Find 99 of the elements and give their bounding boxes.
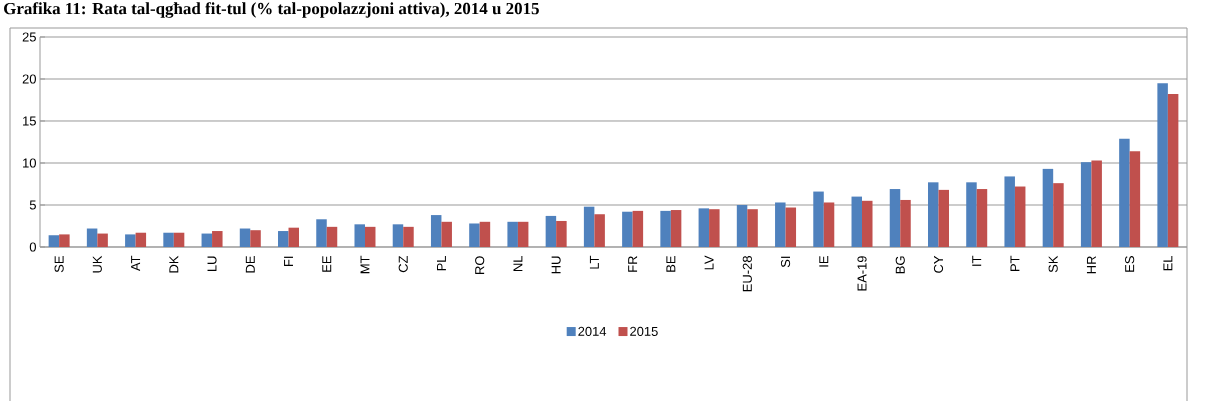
bar	[736, 205, 748, 247]
bar	[813, 191, 824, 247]
bar	[1119, 138, 1130, 247]
x-tick-label: BG	[895, 256, 905, 274]
y-tick-label: 20	[22, 74, 36, 84]
y-tick-label: 5	[29, 200, 36, 210]
bar	[212, 231, 223, 247]
bar	[851, 196, 863, 247]
x-tick-label: RO	[475, 256, 485, 274]
bar	[163, 232, 174, 247]
bar	[316, 219, 327, 247]
x-tick-label: HR	[1086, 256, 1096, 274]
bar	[392, 224, 404, 247]
bar	[278, 231, 289, 247]
x-tick-label: HU	[551, 256, 561, 274]
bar	[1167, 94, 1179, 247]
x-tick-label: IT	[972, 255, 982, 266]
bar	[97, 233, 108, 247]
x-tick-label: MT	[360, 255, 370, 274]
chart-title: Grafika 11: Rata tal-qgħad fit-tul (% tal-popolazzjoni attiva), 2014 u 2015	[4, 2, 539, 18]
bar	[1129, 151, 1141, 247]
bar	[900, 199, 911, 247]
bar	[507, 221, 518, 247]
x-tick-label: EA-19	[857, 256, 867, 291]
bar	[135, 232, 147, 247]
x-tick-label: EE	[322, 256, 332, 272]
bar	[927, 182, 939, 247]
bar	[709, 209, 720, 247]
bar	[469, 223, 480, 247]
bar	[622, 211, 633, 247]
bar	[441, 221, 452, 247]
bar	[1004, 176, 1015, 247]
x-tick-label: BE	[666, 256, 676, 272]
bar	[250, 230, 261, 247]
y-tick-label: 15	[23, 116, 36, 126]
x-tick-label: LU	[207, 256, 217, 272]
x-tick-label: AT	[131, 255, 141, 272]
y-tick-label: 10	[23, 158, 36, 168]
x-tick-label: EU-28	[742, 256, 752, 292]
x-tick-label: UK	[92, 255, 102, 273]
bar	[1080, 162, 1092, 247]
bar	[747, 209, 758, 247]
bar	[698, 208, 710, 247]
bar	[670, 210, 682, 247]
bar	[966, 182, 977, 247]
x-tick-label: IE	[819, 256, 829, 267]
y-tick-label: 0	[29, 242, 36, 252]
bar	[364, 226, 376, 247]
x-tick-label: PL	[437, 255, 446, 271]
x-tick-label: FI	[284, 256, 293, 266]
bar	[938, 189, 949, 247]
bar	[59, 234, 70, 247]
x-tick-label: SE	[54, 256, 64, 273]
x-tick-label: CY	[933, 255, 944, 273]
x-tick-label: SK	[1048, 255, 1058, 273]
legend-label: 2015	[630, 326, 658, 336]
x-tick-label: EL	[1163, 255, 1173, 271]
x-tick-label: LT	[589, 255, 599, 269]
bar	[1042, 168, 1054, 247]
x-tick-label: LV	[704, 255, 714, 270]
bar	[48, 235, 60, 247]
bar	[288, 227, 300, 247]
bar	[976, 189, 988, 247]
x-tick-label: NL	[513, 255, 523, 272]
bar	[173, 232, 185, 247]
y-tick-label: 25	[22, 32, 36, 42]
bar	[823, 202, 835, 247]
bar	[326, 226, 338, 247]
x-tick-label: SI	[780, 256, 791, 268]
bar	[517, 221, 529, 247]
bar	[86, 228, 98, 247]
bar	[479, 221, 491, 247]
bar	[545, 215, 557, 247]
bar	[430, 215, 442, 247]
bar	[354, 224, 365, 247]
x-tick-label: ES	[1125, 256, 1135, 272]
legend-label: 2014	[578, 326, 607, 336]
bar	[583, 206, 595, 247]
bar	[775, 202, 786, 247]
bar	[1157, 83, 1168, 247]
bar	[125, 234, 136, 247]
bar	[594, 214, 605, 247]
bar	[1091, 160, 1102, 247]
x-tick-label: DK	[169, 255, 179, 273]
bar	[785, 207, 797, 247]
bar	[632, 210, 644, 247]
bar	[862, 200, 873, 247]
bar	[239, 228, 251, 247]
bar	[889, 189, 901, 247]
bar	[1053, 183, 1064, 247]
bar	[660, 210, 671, 247]
bar	[201, 233, 213, 247]
x-tick-label: CZ	[398, 255, 408, 273]
x-tick-label: FR	[628, 256, 638, 272]
bar	[403, 226, 414, 247]
x-tick-label: PT	[1010, 255, 1020, 272]
bar	[556, 220, 567, 247]
bar	[1014, 186, 1026, 247]
x-tick-label: DE	[245, 256, 255, 273]
